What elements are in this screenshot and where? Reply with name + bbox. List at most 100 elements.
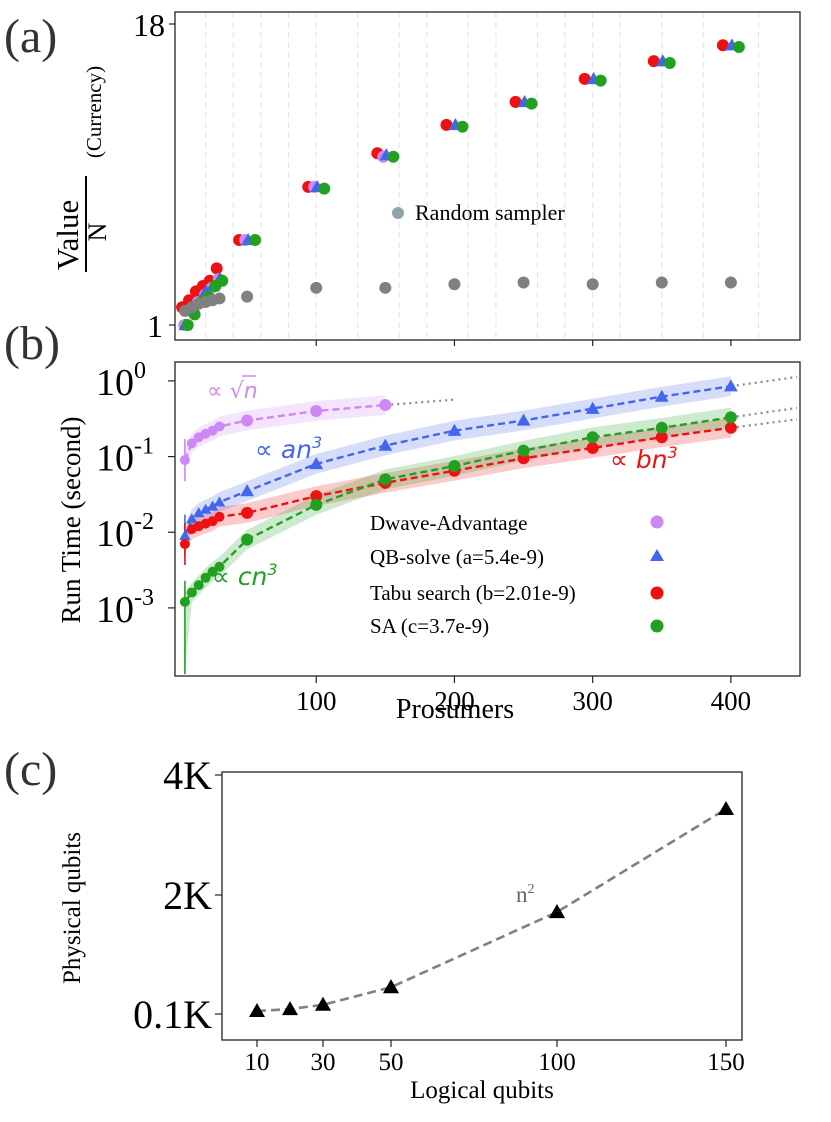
panel-c-annotation-sup: 2 (528, 882, 535, 897)
random-sampler-marker (392, 207, 404, 219)
panel-a-label: (a) (4, 10, 57, 63)
panel-b-xtick-label: 400 (711, 686, 752, 716)
panel-c-annotation-text: n (516, 882, 528, 907)
panel-c-point (248, 1002, 266, 1018)
panel-b-point-sa (379, 473, 392, 486)
panel-c-xtick-label: 30 (311, 1049, 336, 1076)
panel-a-point-sa (525, 97, 538, 110)
panel-a-point-tabu-search (578, 72, 591, 85)
panel-b-point-tabu-search (655, 431, 668, 444)
panel-a-frame (174, 11, 801, 341)
panel-b-band-sa (184, 407, 731, 671)
panel-a-grid (205, 12, 760, 340)
panel-b-point-qb-solve (723, 379, 738, 392)
panel-a-point-random-sampler (379, 281, 392, 294)
panel-b-point-sa (724, 411, 737, 424)
panel-a-point-sa (732, 41, 745, 54)
legend-marker-sa (650, 619, 664, 633)
panel-a-ylabel: Value N (Currency) (50, 66, 112, 272)
panel-b-xtick-label: 300 (572, 686, 613, 716)
panel-b-point-dwave-advantage (310, 405, 323, 418)
panel-c-point (717, 800, 735, 816)
panel-c-xticks: 10 30 50 100 150 (245, 1040, 745, 1076)
panel-b-xtick-label: 200 (434, 686, 475, 716)
panel-b-ytick-exp: -1 (134, 434, 154, 460)
annotation-bn3: ∝ bn3 (610, 443, 678, 474)
legend-marker-dwave (650, 515, 664, 529)
panel-c-ytick-01k: 0.1K (133, 992, 212, 1037)
panel-b-point-qb-solve (447, 423, 462, 436)
panel-b-point-qb-solve (378, 438, 393, 451)
panel-a-point-sa (387, 150, 400, 163)
panel-b-ytick-base: 10 (96, 362, 134, 404)
annotation-sqrt-n-prefix: ∝ (207, 379, 230, 404)
panel-a-point-tabu-search (716, 39, 729, 52)
panel-c-dashed-line (256, 807, 727, 1013)
annotation-an3: ∝ an3 (255, 433, 322, 464)
panel-b-line-dwave-advantage (183, 403, 386, 461)
panel-b-ytick-exp: -2 (134, 509, 154, 535)
panel-b-point-dwave-advantage (186, 438, 197, 449)
panel-a-ylabel-unit: (Currency) (82, 66, 106, 158)
panel-c-point (314, 996, 332, 1011)
panel-c-points (248, 800, 735, 1018)
annotation-bn3-prefix: ∝ (610, 445, 636, 474)
legend-marker-qbsolve (650, 549, 664, 561)
panel-b-point-qb-solve (199, 503, 212, 514)
panel-b-ytick-exp: 0 (134, 358, 146, 384)
panel-a-point-sa (181, 319, 194, 331)
panel-b-point-dwave-advantage (241, 414, 254, 427)
panel-b-extension-sa (730, 406, 798, 419)
panel-a-point-tabu-search (647, 55, 660, 68)
panel-a-point-random-sampler (586, 278, 599, 291)
panel-b-point-qb-solve (206, 500, 219, 511)
panel-b-xlabel: Prosumers (396, 694, 514, 725)
annotation-cn3-sup: 3 (267, 560, 277, 579)
panel-b-point-qb-solve (179, 529, 191, 541)
panel-a-ytick-bottom: 1 (147, 308, 163, 344)
panel-b-ytick-label: 10-2 (96, 509, 154, 555)
panel-b-ytick-label: 10-3 (96, 585, 154, 631)
panel-c-ytick-4k: 4K (163, 753, 212, 798)
panel-b-extension-qb-solve (730, 375, 798, 388)
panel-b-point-sa (193, 580, 204, 591)
panel-b-xticks: 100 200 300 400 (296, 676, 751, 716)
panel-b-ytick-base: 10 (96, 513, 134, 555)
panel-a-point-random-sampler (724, 276, 737, 289)
panel-b-point-sa (310, 498, 323, 511)
panel-b-frame (174, 361, 801, 677)
panel-a-point-tabu-search (440, 118, 453, 131)
panel-b-point-qb-solve (309, 457, 324, 470)
panel-a-point-random-sampler (517, 276, 530, 289)
panel-b-extension-tabu-search (730, 418, 798, 429)
annotation-bn3-sup: 3 (668, 443, 678, 462)
panel-b-point-qb-solve (213, 496, 226, 507)
panel-c-xtick-label: 50 (379, 1049, 404, 1076)
panel-a-xticks (315, 340, 732, 346)
panel-b-point-qb-solve (186, 513, 198, 524)
panel-b-point-sa (186, 587, 197, 598)
annotation-sqrt-n-text: √n (230, 379, 258, 404)
panel-b-point-sa (655, 421, 668, 434)
panel-b-point-dwave-advantage (179, 455, 190, 466)
random-sampler-label: Random sampler (415, 200, 565, 225)
panel-c-yticks: 4K 2K 0.1K (133, 753, 222, 1037)
panel-b-point-sa (517, 444, 530, 457)
annotation-an3-prefix: ∝ (255, 435, 281, 464)
panel-a-points (176, 38, 745, 331)
panel-c-fit-line (256, 807, 727, 1013)
legend-label-tabu: Tabu search (b=2.01e-9) (370, 581, 576, 605)
panel-a-point-random-sampler (241, 290, 254, 303)
panel-c-point (281, 1001, 299, 1016)
panel-c-ytick-2k: 2K (163, 873, 212, 918)
panel-b-ytick-base: 10 (96, 589, 134, 631)
annotation-an3-text: an (281, 435, 312, 464)
panel-a-ytick-top: 18 (133, 7, 165, 43)
annotation-an3-sup: 3 (312, 433, 322, 452)
annotation-bn3-text: bn (636, 445, 668, 474)
panel-a-point-random-sampler (310, 281, 323, 294)
panel-a-point-sa (249, 234, 262, 247)
panel-b-extension-dwave-advantage (385, 398, 455, 407)
panel-a-point-sa (663, 56, 676, 69)
panel-b-point-dwave-advantage (214, 421, 225, 432)
